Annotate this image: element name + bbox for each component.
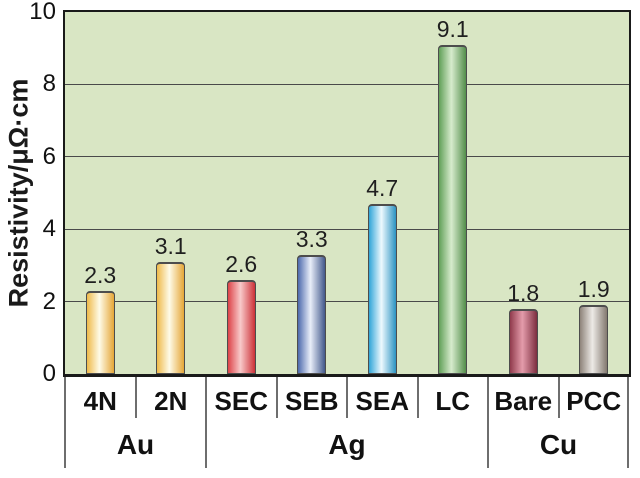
y-tick-label-6: 6 <box>42 142 56 170</box>
value-label-pcc: 1.9 <box>577 276 610 302</box>
bar-sec <box>226 280 256 374</box>
x-label-bare: Bare <box>494 386 553 416</box>
value-label-lc: 9.1 <box>436 16 469 42</box>
gridline-8 <box>65 83 629 85</box>
x-label-sea: SEA <box>355 386 409 416</box>
bar-sea <box>367 204 397 374</box>
plot-area: 2.3 3.1 2.6 3.3 4.7 9.1 1.8 1.9 <box>63 10 631 377</box>
bar-divider-tick <box>346 377 348 418</box>
value-label-bare: 1.8 <box>507 280 540 306</box>
value-label-seb: 3.3 <box>295 226 328 252</box>
x-label-2n: 2N <box>154 386 188 416</box>
bar-pcc <box>579 305 609 374</box>
x-label-4n: 4N <box>83 386 117 416</box>
group-divider-line <box>627 377 629 468</box>
bar-seb <box>297 255 327 374</box>
y-tick-label-0: 0 <box>42 360 56 387</box>
bar-4n <box>85 291 115 374</box>
y-axis-title: Resistivity/μΩ·cm <box>3 78 34 308</box>
bar-divider-tick <box>134 377 137 418</box>
group-divider-line <box>205 377 207 468</box>
x-label-lc: LC <box>435 386 471 416</box>
group-divider-line <box>64 377 66 468</box>
bar-divider-tick <box>416 377 419 418</box>
gridline-4 <box>65 228 629 230</box>
bar-divider-tick <box>275 377 278 418</box>
plot-inner: 2.3 3.1 2.6 3.3 4.7 9.1 1.8 1.9 <box>65 12 629 374</box>
y-tick-label-8: 8 <box>42 70 56 98</box>
value-label-2n: 3.1 <box>154 233 187 259</box>
y-tick-label-10: 10 <box>29 0 56 25</box>
group-divider-line <box>487 377 489 468</box>
bar-bare <box>508 309 538 374</box>
gridline-2 <box>65 301 629 303</box>
group-label-au: Au <box>116 429 155 460</box>
bar-lc <box>438 45 468 374</box>
value-label-sec: 2.6 <box>225 251 258 277</box>
bar-2n <box>156 262 186 374</box>
gridline-6 <box>65 156 629 158</box>
group-label-ag: Ag <box>328 429 366 460</box>
bar-divider-tick <box>557 377 560 418</box>
value-label-4n: 2.3 <box>84 262 117 288</box>
x-label-pcc: PCC <box>566 386 622 416</box>
group-label-cu: Cu <box>539 429 578 460</box>
x-label-seb: SEB <box>285 386 339 416</box>
value-label-sea: 4.7 <box>366 175 399 201</box>
y-tick-label-4: 4 <box>42 215 56 243</box>
x-label-sec: SEC <box>214 386 268 416</box>
y-tick-label-2: 2 <box>42 287 56 315</box>
